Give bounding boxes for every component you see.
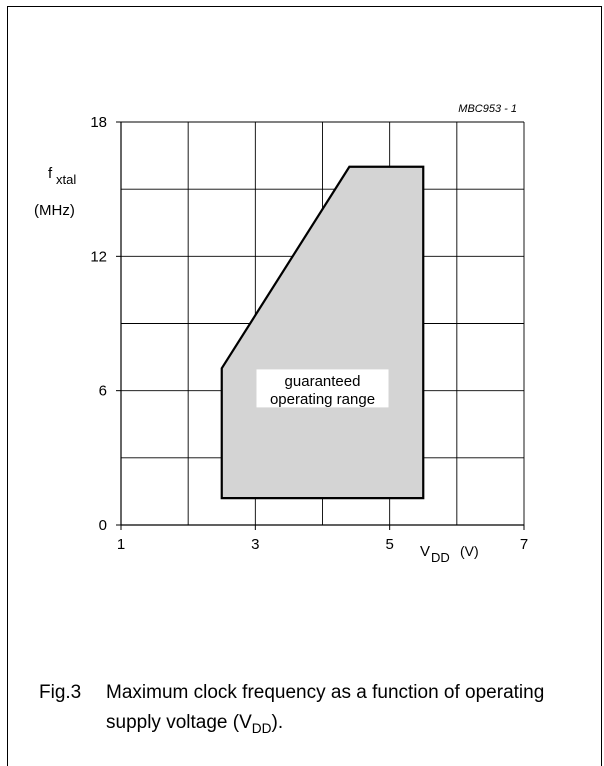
caption-text-subscript: DD bbox=[251, 720, 272, 736]
x-axis-label-sub: DD bbox=[431, 550, 450, 565]
y-tick-label: 18 bbox=[90, 114, 107, 131]
tick-marks bbox=[116, 121, 525, 530]
y-axis-label: f xtal bbox=[48, 165, 76, 187]
y-axis-label-sub: xtal bbox=[56, 172, 76, 187]
y-tick-label: 12 bbox=[90, 248, 107, 265]
x-tick-label: 1 bbox=[117, 536, 125, 553]
caption-text-end: ). bbox=[271, 712, 284, 733]
operating-region bbox=[220, 165, 425, 500]
y-axis-unit: (MHz) bbox=[34, 202, 75, 219]
chart-code: MBC953 - 1 bbox=[458, 103, 517, 115]
region-label-line2: operating range bbox=[270, 391, 375, 408]
region-label-line1: guaranteed bbox=[285, 373, 361, 390]
x-tick-label: 7 bbox=[520, 536, 528, 553]
x-axis-label-main: V bbox=[420, 543, 430, 560]
x-axis-label-unit: (V) bbox=[460, 543, 479, 559]
figure-number: Fig.3 bbox=[39, 682, 82, 703]
region-label-background bbox=[256, 369, 389, 408]
caption-text: Maximum clock frequency as a function of… bbox=[106, 678, 576, 744]
x-axis-label: V DD (V) bbox=[420, 543, 479, 566]
caption-text-main: Maximum clock frequency as a function of… bbox=[106, 682, 545, 733]
axes bbox=[120, 122, 524, 526]
y-tick-labels: 0 6 12 18 bbox=[90, 114, 107, 534]
chart: guaranteed operating range 1 3 5 7 0 6 12 18 M… bbox=[34, 103, 528, 566]
x-tick-labels: 1 3 5 7 bbox=[117, 536, 528, 553]
y-axis-label-main: f bbox=[48, 165, 53, 182]
y-tick-label: 6 bbox=[99, 383, 107, 400]
figure-frame bbox=[7, 6, 602, 766]
x-tick-label: 5 bbox=[385, 536, 393, 553]
y-tick-label: 0 bbox=[99, 517, 107, 534]
x-tick-label: 3 bbox=[251, 536, 259, 553]
